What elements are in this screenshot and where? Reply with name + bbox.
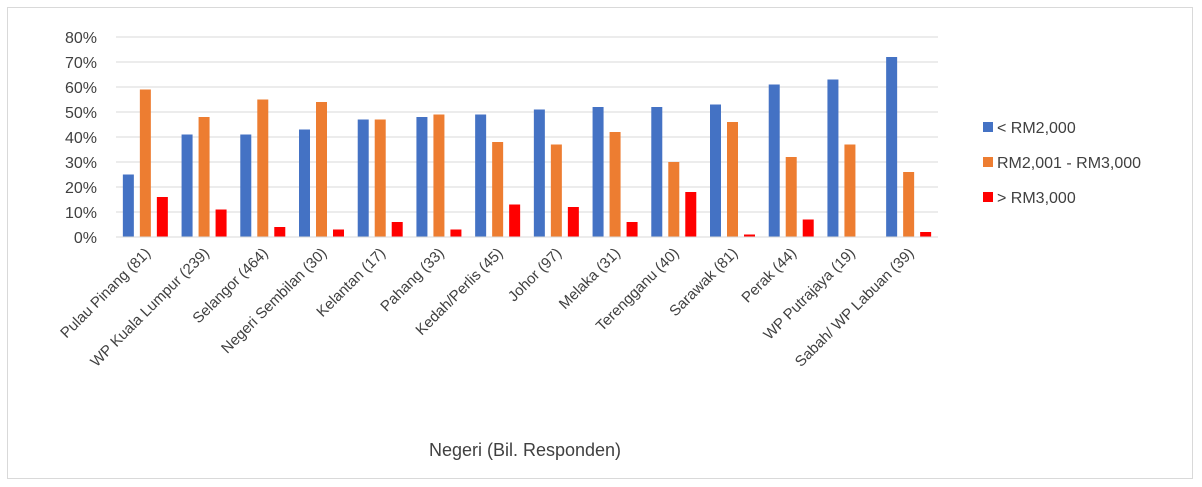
bar xyxy=(333,229,344,237)
bar xyxy=(139,89,151,237)
y-tick-label: 30% xyxy=(65,155,97,172)
bar xyxy=(316,102,327,237)
legend-label: < RM2,000 xyxy=(997,120,1076,137)
y-tick-label: 0% xyxy=(74,230,97,247)
y-tick-label: 70% xyxy=(65,55,97,72)
bar xyxy=(391,222,403,237)
legend-swatch xyxy=(983,122,993,132)
bar xyxy=(357,119,369,237)
bar xyxy=(886,57,898,237)
y-tick-label: 80% xyxy=(65,30,97,47)
bar xyxy=(727,122,738,237)
bar xyxy=(744,234,755,237)
bar xyxy=(802,219,814,237)
x-category-label: Perak (44) xyxy=(739,245,801,307)
bar xyxy=(567,207,579,237)
bars xyxy=(122,57,932,237)
bar xyxy=(257,99,269,237)
bar xyxy=(903,172,915,237)
legend-swatch xyxy=(983,192,993,202)
bar xyxy=(475,114,487,237)
bar xyxy=(492,142,504,237)
bar xyxy=(509,204,521,237)
bar xyxy=(550,144,562,237)
x-axis-categories: Pulau Pinang (81)WP Kuala Lumpur (239)Se… xyxy=(57,245,917,371)
y-axis-ticks: 0% 10% 20% 30% 40% 50% 60% 70% 80% xyxy=(65,30,97,247)
bar xyxy=(668,162,680,237)
legend-label: RM2,001 - RM3,000 xyxy=(997,155,1141,172)
bar xyxy=(240,134,252,237)
gridlines xyxy=(116,36,938,213)
bar xyxy=(299,129,310,237)
bar xyxy=(609,132,621,237)
bar xyxy=(156,197,168,237)
bar xyxy=(844,144,856,237)
bar xyxy=(710,104,721,237)
bar xyxy=(198,117,210,237)
bar xyxy=(181,134,193,237)
bar xyxy=(685,192,697,237)
bar xyxy=(450,229,462,237)
bar xyxy=(533,109,545,237)
chart-frame xyxy=(7,7,1193,479)
bar xyxy=(122,174,134,237)
y-tick-label: 40% xyxy=(65,130,97,147)
y-tick-label: 10% xyxy=(65,205,97,222)
bar xyxy=(274,227,286,237)
legend-label: > RM3,000 xyxy=(997,190,1076,207)
x-category-label: Sabah/ WP Labuan (39) xyxy=(792,245,918,371)
y-tick-label: 60% xyxy=(65,80,97,97)
y-tick-label: 20% xyxy=(65,180,97,197)
y-tick-label: 50% xyxy=(65,105,97,122)
bar xyxy=(433,114,445,237)
bar xyxy=(785,157,797,237)
bar xyxy=(626,222,638,237)
bar xyxy=(920,232,932,237)
legend: < RM2,000 RM2,001 - RM3,000 > RM3,000 xyxy=(983,120,1141,207)
bar xyxy=(374,119,386,237)
legend-swatch xyxy=(983,157,993,167)
bar xyxy=(592,107,604,237)
bar xyxy=(651,107,663,237)
x-category-label: Negeri Sembilan (30) xyxy=(218,245,330,357)
x-category-label: WP Kuala Lumpur (239) xyxy=(87,245,213,371)
x-category-label: Johor (97) xyxy=(505,245,565,305)
x-axis-label: Negeri (Bil. Responden) xyxy=(429,440,621,460)
bar xyxy=(827,79,839,237)
bar xyxy=(416,117,428,237)
bar xyxy=(215,209,227,237)
bar xyxy=(768,84,780,237)
